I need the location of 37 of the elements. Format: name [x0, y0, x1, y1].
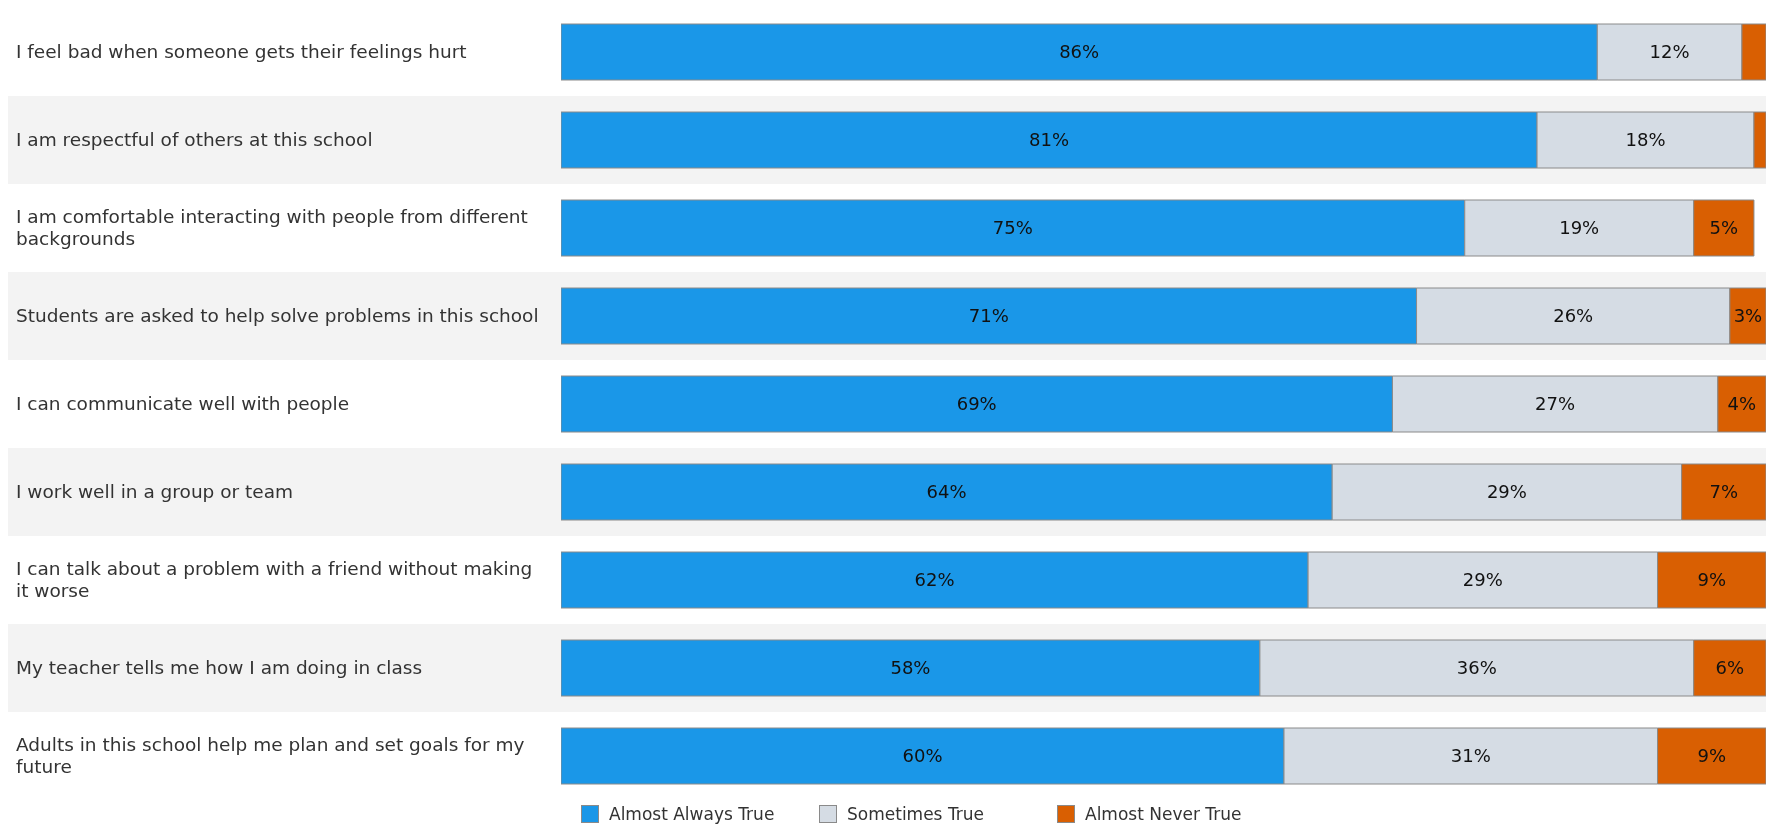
y-tick-label: I can communicate well with people [16, 393, 350, 415]
data-label: 9% [1697, 745, 1727, 767]
data-label: 29% [1462, 569, 1503, 591]
legend-label: Sometimes True [847, 804, 984, 824]
legend-label: Almost Never True [1085, 804, 1242, 824]
data-label: 29% [1486, 481, 1527, 503]
data-label: 60% [902, 745, 943, 767]
data-label: 4% [1727, 393, 1757, 415]
data-label: 26% [1553, 305, 1594, 327]
data-label: 18% [1625, 129, 1666, 151]
legend-label: Almost Always True [609, 804, 775, 824]
data-label: 36% [1456, 657, 1497, 679]
data-label: 3% [1733, 305, 1763, 327]
y-tick-label: I am respectful of others at this school [16, 129, 373, 151]
data-label: 6% [1715, 657, 1745, 679]
data-label: 81% [1029, 129, 1070, 151]
y-tick-label: Students are asked to help solve problems in this school [16, 305, 539, 327]
data-label: 5% [1709, 217, 1739, 239]
data-label: 64% [926, 481, 967, 503]
data-label: 31% [1450, 745, 1491, 767]
data-label: 9% [1697, 569, 1727, 591]
y-tick-label: My teacher tells me how I am doing in class [16, 657, 423, 679]
data-label: 69% [956, 393, 997, 415]
data-label: 7% [1709, 481, 1739, 503]
y-tick-label: I am comfortable interacting with people from different backgrounds [16, 206, 528, 250]
y-tick-label: I can talk about a problem with a friend without making it worse [16, 558, 533, 602]
data-label: 12% [1649, 41, 1690, 63]
data-label: 19% [1559, 217, 1600, 239]
data-label: 71% [968, 305, 1009, 327]
data-label: 75% [992, 217, 1033, 239]
data-label: 58% [890, 657, 931, 679]
y-tick-label: I work well in a group or team [16, 481, 294, 503]
y-tick-label: Adults in this school help me plan and set goals for my future [16, 734, 525, 778]
data-label: 27% [1535, 393, 1576, 415]
data-label: 62% [914, 569, 955, 591]
y-tick-label: I feel bad when someone gets their feelings hurt [16, 41, 467, 63]
data-label: 86% [1059, 41, 1100, 63]
